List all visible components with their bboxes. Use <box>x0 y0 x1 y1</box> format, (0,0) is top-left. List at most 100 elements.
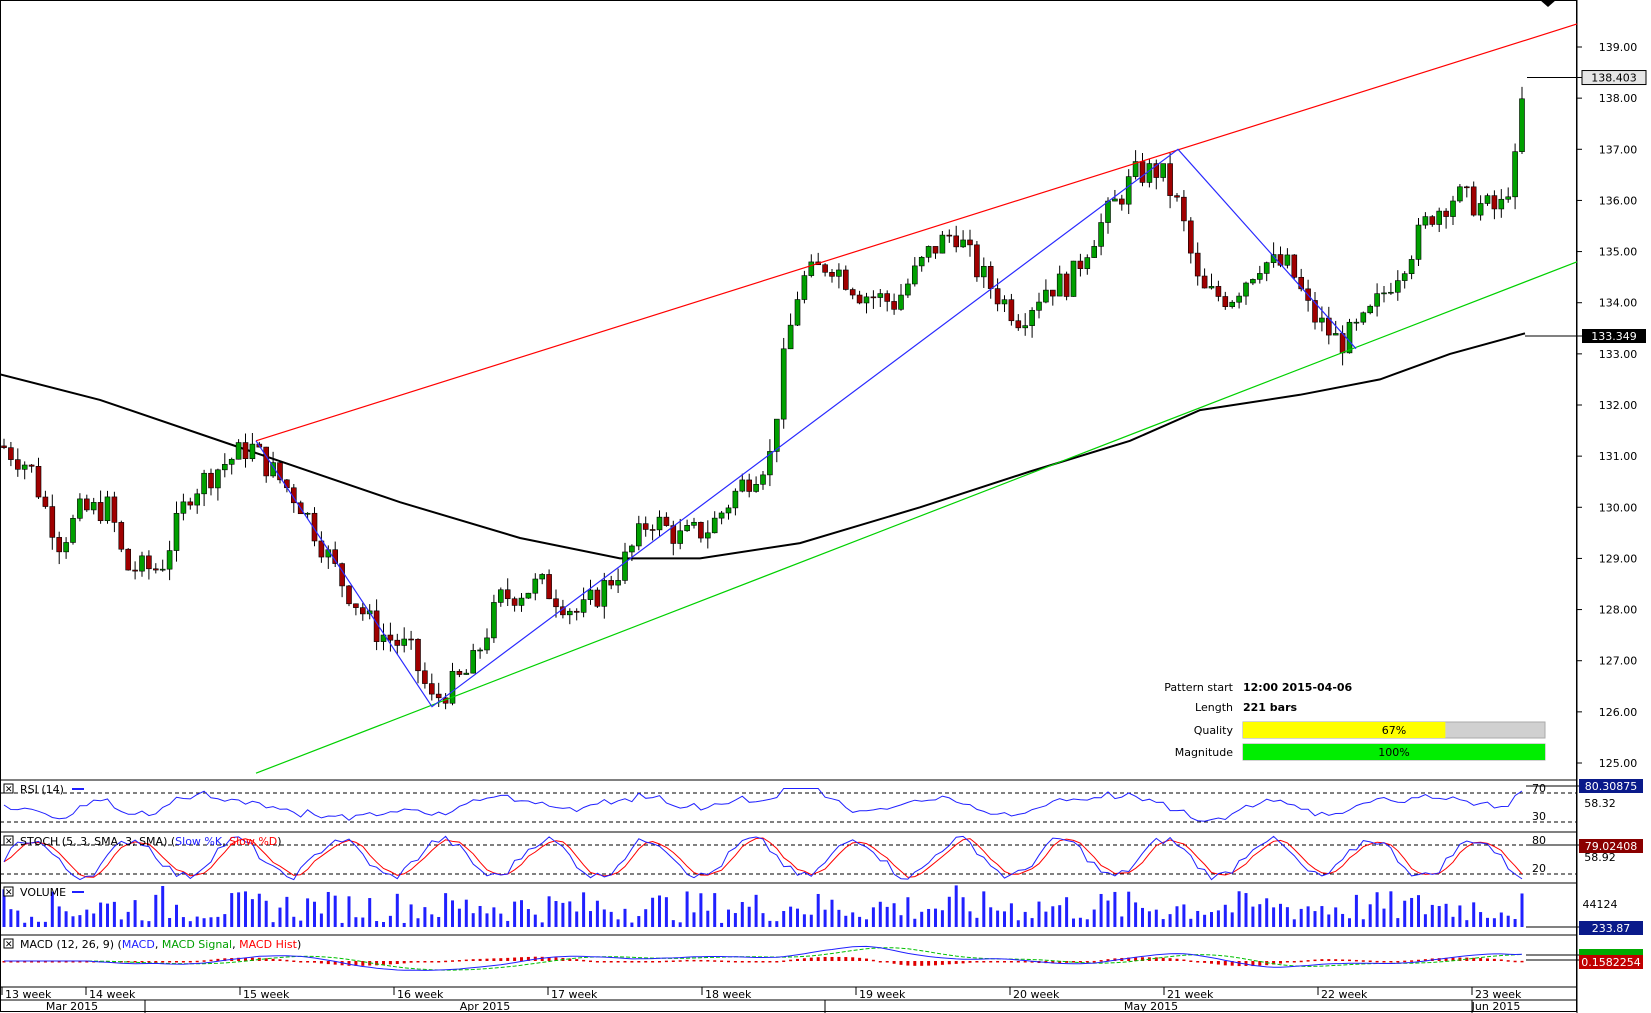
candle <box>1029 307 1035 338</box>
y-tick-label: 129.00 <box>1599 552 1638 565</box>
macd-label: MACD (12, 26, 9) <box>20 938 114 951</box>
candle <box>49 494 56 550</box>
macd-value-badge <box>1579 955 1643 969</box>
volume-bar <box>809 914 813 927</box>
volume-bar <box>278 907 282 927</box>
candle <box>753 476 759 493</box>
candle <box>139 551 145 577</box>
volume-bar <box>947 896 951 927</box>
rsi-toggle-icon[interactable] <box>3 783 14 794</box>
volume-bar <box>209 917 213 927</box>
volume-bar <box>106 903 109 927</box>
macd-hist-bar <box>478 958 482 961</box>
candle <box>263 446 270 483</box>
volume-bar <box>264 900 268 927</box>
volume-bar <box>540 922 544 927</box>
macd-hist-bar <box>285 959 289 962</box>
candle <box>767 439 773 487</box>
week-label: 16 week <box>397 988 444 1001</box>
candle <box>1146 159 1153 188</box>
candle <box>1457 184 1463 203</box>
macd-hist-bar <box>1486 958 1489 961</box>
candle <box>359 602 366 621</box>
macd-hist-bar <box>934 961 937 966</box>
volume-bar <box>1085 919 1089 927</box>
candle <box>408 630 414 650</box>
volume-bar <box>485 913 489 927</box>
volume-bar <box>1479 912 1483 927</box>
macd-hist-bar <box>168 961 172 963</box>
svg-text:✕: ✕ <box>5 837 13 847</box>
pattern-start-label: Pattern start <box>1164 681 1233 694</box>
volume-bar <box>250 899 254 927</box>
volume-bar <box>181 917 185 927</box>
macd-hist-bar <box>71 961 75 963</box>
macd-hist-bar <box>1292 961 1296 963</box>
volume-bar <box>1092 909 1096 927</box>
volume-bar <box>1051 906 1055 927</box>
macd-hist-bar <box>1389 961 1393 963</box>
macd-hist-bar <box>485 958 489 961</box>
candle <box>153 563 159 574</box>
candle <box>1395 270 1401 301</box>
volume-bar <box>333 895 337 927</box>
stoch-value: 79.02408 <box>1585 840 1638 853</box>
macd-hist-bar <box>754 961 758 963</box>
candle <box>35 457 42 500</box>
candle <box>546 569 552 600</box>
volume-bar <box>865 919 868 927</box>
volume-bar <box>913 918 917 927</box>
volume-bar <box>761 913 765 927</box>
macd-hist-bar <box>209 959 213 962</box>
volume-bar <box>43 921 47 927</box>
y-tick-label: 133.00 <box>1599 348 1638 361</box>
candle <box>608 575 615 590</box>
macd-hist-bar <box>126 961 130 963</box>
macd-hist-bar <box>1092 960 1096 963</box>
scroll-down-icon[interactable] <box>1540 0 1556 7</box>
week-label: 17 week <box>551 988 598 1001</box>
volume-bar <box>161 886 165 927</box>
macd-hist-bar <box>202 960 206 962</box>
macd-hist-bar <box>913 961 917 966</box>
candle <box>1077 253 1084 277</box>
y-tick-label: 139.00 <box>1599 41 1638 54</box>
macd-toggle-icon[interactable] <box>3 938 14 949</box>
macd-hist-bar <box>2 961 6 963</box>
volume-bar <box>989 907 993 927</box>
volume-bar <box>30 916 34 927</box>
stoch-legend-k: Slow %K <box>175 835 223 848</box>
candle <box>1243 281 1249 305</box>
macd-hist-bar <box>1051 961 1055 964</box>
candle <box>1098 213 1104 256</box>
candle <box>1422 212 1429 229</box>
macd-hist-bar <box>1230 961 1234 966</box>
macd-hist-bar <box>1354 959 1358 962</box>
volume-panel: ✕ VOLUME 44124 233.87 <box>2 885 1643 935</box>
macd-hist-bar <box>1396 960 1400 963</box>
volume-bar <box>271 922 275 927</box>
candle <box>90 497 97 515</box>
rsi-label: RSI (14) <box>20 783 64 796</box>
macd-hist-bar <box>1479 958 1483 961</box>
macd-hist-bar <box>188 960 192 963</box>
volume-bar <box>575 911 579 927</box>
stoch-toggle-icon[interactable] <box>3 835 14 846</box>
macd-hist-bar <box>1368 960 1372 963</box>
macd-hist-bar <box>354 961 358 966</box>
macd-hist-bar <box>388 961 392 965</box>
volume-bar <box>1044 911 1048 927</box>
macd-hist-bar <box>706 960 710 962</box>
volume-toggle-icon[interactable] <box>3 886 14 897</box>
volume-bar <box>388 915 392 927</box>
stoch-level-low: 20 <box>1532 862 1546 875</box>
y-tick-label: 137.00 <box>1599 143 1638 156</box>
volume-bar <box>147 921 151 927</box>
candle <box>974 241 980 282</box>
volume-bar <box>768 920 772 927</box>
candle <box>180 493 187 521</box>
volume-bar <box>1430 904 1434 927</box>
macd-hist-bar <box>865 958 868 961</box>
macd-hist-bar <box>747 961 751 963</box>
macd-hist-bar <box>1244 961 1248 966</box>
